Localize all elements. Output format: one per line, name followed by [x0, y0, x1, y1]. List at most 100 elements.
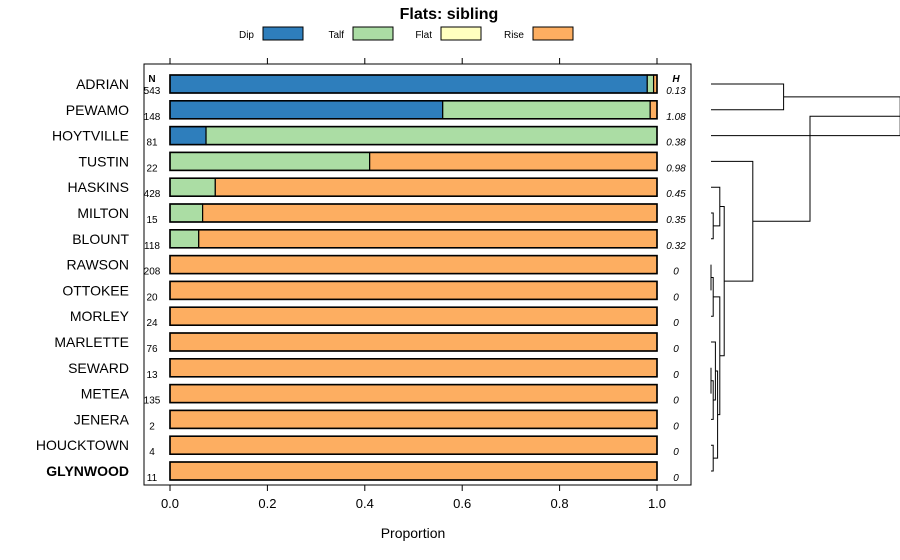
- bar-glynwood-rise: [169, 461, 658, 481]
- x-axis: 0.0 0.2 0.4 0.6 0.8 1.0: [161, 58, 666, 511]
- row-label-tustin: TUSTIN: [78, 153, 129, 169]
- dendrogram: [710, 83, 900, 472]
- h-column-header: H: [672, 74, 680, 85]
- legend-label-dip: Dip: [239, 30, 254, 41]
- bar-adrian-talf: [646, 74, 655, 94]
- dendrogram-link-ap: [711, 83, 785, 111]
- bar-blount-rise: [198, 229, 658, 249]
- n-value-adrian: 543: [144, 86, 161, 97]
- row-label-houcktown: HOUCKTOWN: [36, 437, 129, 453]
- row-labels: ADRIAN PEWAMO HOYTVILLE TUSTIN HASKINS MILTON…: [36, 76, 130, 479]
- n-value-metea: 135: [144, 396, 161, 407]
- bar-outline-marlette: [169, 332, 658, 352]
- h-value-milton: 0.35: [666, 215, 686, 226]
- h-value-hoytville: 0.38: [666, 138, 686, 149]
- bar-pewamo-rise: [649, 100, 658, 120]
- bar-metea-rise: [169, 384, 658, 404]
- legend: Dip Talf Flat Rise: [239, 26, 574, 41]
- dendrogram-link-hmb: [711, 186, 721, 227]
- x-tick-label-4: 0.8: [551, 496, 569, 511]
- bar-outline-adrian: [169, 74, 658, 94]
- dendrogram-link-mb: [711, 212, 714, 240]
- bar-milton-talf: [169, 203, 204, 223]
- bar-adrian-dip: [169, 74, 648, 94]
- bar-outline-pewamo: [169, 100, 658, 120]
- bar-tustin-rise: [369, 151, 658, 171]
- row-label-morley: MORLEY: [70, 308, 130, 324]
- h-value-ottokee: 0: [673, 292, 679, 303]
- x-tick-label-1: 0.2: [258, 496, 276, 511]
- bar-outline-tustin: [169, 151, 658, 172]
- legend-label-rise: Rise: [504, 30, 524, 41]
- bar-milton-rise: [202, 203, 658, 223]
- h-value-seward: 0: [673, 370, 679, 381]
- n-value-ottokee: 20: [146, 292, 158, 303]
- row-label-blount: BLOUNT: [72, 231, 129, 247]
- x-axis-label: Proportion: [381, 525, 446, 541]
- bar-haskins-rise: [214, 177, 658, 197]
- bar-jenera-rise: [169, 409, 658, 429]
- dendrogram-link-tl: [711, 160, 754, 282]
- legend-swatch-rise: [532, 26, 574, 41]
- h-value-haskins: 0.45: [666, 189, 686, 200]
- bar-outline-jenera: [169, 409, 658, 430]
- bar-outline-morley: [169, 306, 658, 327]
- bar-outline-blount: [169, 229, 658, 249]
- dendrogram-link-hg: [711, 444, 714, 472]
- chart-title: Flats: sibling: [400, 6, 499, 23]
- n-value-tustin: 22: [146, 163, 158, 174]
- n-value-rawson: 208: [144, 267, 161, 278]
- bar-outline-houcktown: [169, 435, 658, 456]
- bar-outline-metea: [169, 383, 658, 404]
- row-label-metea: METEA: [81, 386, 130, 402]
- h-value-adrian: 0.13: [666, 86, 686, 97]
- bar-hoytville-talf: [205, 125, 658, 146]
- legend-swatch-flat: [440, 26, 482, 41]
- row-label-seward: SEWARD: [68, 360, 129, 376]
- bar-haskins-talf: [169, 177, 216, 197]
- bar-outline-seward: [169, 357, 658, 378]
- x-tick-label-5: 1.0: [648, 496, 666, 511]
- n-value-glynwood: 11: [147, 473, 158, 484]
- h-labels: 0.13 1.08 0.38 0.98 0.45 0.35 0.32 0 0 0 0 0 0 0 0 0: [666, 86, 686, 484]
- bar-outline-hoytville: [169, 125, 658, 146]
- bar-rawson-rise: [169, 255, 658, 275]
- row-label-adrian: ADRIAN: [76, 76, 129, 92]
- bar-marlette-rise: [169, 332, 658, 352]
- row-label-pewamo: PEWAMO: [66, 102, 129, 118]
- dendrogram-link-aph: [711, 96, 900, 137]
- row-label-haskins: HASKINS: [68, 179, 129, 195]
- bar-seward-rise: [169, 358, 658, 378]
- n-value-milton: 15: [146, 215, 158, 226]
- bar-morley-rise: [169, 306, 658, 326]
- bar-pewamo-talf: [442, 100, 651, 120]
- bar-hoytville-dip: [169, 125, 207, 146]
- h-value-blount: 0.32: [666, 241, 686, 252]
- bar-ottokee-rise: [169, 280, 658, 300]
- legend-label-talf: Talf: [328, 30, 344, 41]
- dendrogram-link-root: [752, 115, 900, 222]
- bar-outline-ottokee: [169, 280, 658, 301]
- n-value-pewamo: 148: [144, 112, 161, 123]
- x-tick-label-3: 0.6: [453, 496, 471, 511]
- bar-pewamo-dip: [169, 100, 444, 120]
- n-value-hoytville: 81: [146, 138, 158, 149]
- bar-outline-haskins: [169, 177, 658, 197]
- h-value-rawson: 0: [673, 267, 679, 278]
- bar-houcktown-rise: [169, 435, 658, 455]
- h-value-pewamo: 1.08: [666, 112, 686, 123]
- h-value-morley: 0: [673, 318, 679, 329]
- row-label-marlette: MARLETTE: [54, 334, 129, 350]
- n-value-seward: 13: [146, 370, 158, 381]
- n-column-header: N: [148, 74, 155, 85]
- legend-swatch-dip: [262, 26, 304, 41]
- dendrogram-link-low: [719, 206, 725, 357]
- dendrogram-link-rmhg: [713, 296, 721, 416]
- n-value-haskins: 428: [144, 189, 161, 200]
- bars-group: [169, 74, 658, 481]
- n-value-morley: 24: [146, 318, 158, 329]
- h-value-glynwood: 0: [673, 473, 679, 484]
- row-label-jenera: JENERA: [74, 411, 130, 427]
- row-label-milton: MILTON: [77, 205, 129, 221]
